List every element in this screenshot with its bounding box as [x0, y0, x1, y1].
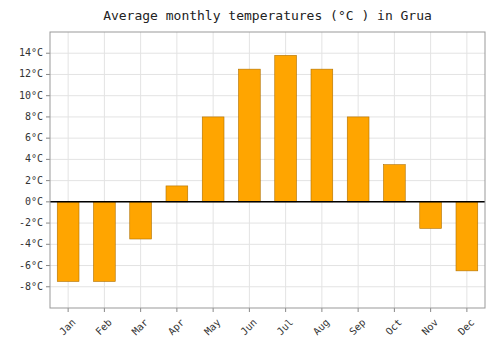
bar	[384, 165, 406, 202]
x-tick-label: Sep	[347, 317, 368, 338]
bar	[239, 69, 261, 202]
x-tick-label: Nov	[420, 317, 441, 338]
y-tick	[46, 265, 50, 266]
grid-line-y	[50, 286, 485, 287]
y-tick-label: 4°C	[25, 153, 43, 164]
bar	[347, 117, 369, 202]
grid-line-x	[430, 32, 431, 308]
x-tick-label: Jan	[57, 317, 78, 338]
bar	[166, 186, 188, 202]
x-tick-label: Aug	[311, 317, 332, 338]
grid-line-y	[50, 74, 485, 75]
x-tick	[321, 308, 322, 312]
x-tick	[285, 308, 286, 312]
y-tick	[46, 223, 50, 224]
chart: -8°C -6°C -4°C -2°C 0°C 2°C 4°C 6°C 8°C 10°C 12°C 1…	[0, 0, 500, 350]
x-tick	[68, 308, 69, 312]
y-tick-label: 8°C	[25, 111, 43, 122]
axes: -8°C -6°C -4°C -2°C 0°C 2°C 4°C 6°C 8°C 10°C 12°C 1…	[19, 47, 476, 337]
x-tick	[249, 308, 250, 312]
title: Average monthly temperatures (°C ) in Gr…	[103, 8, 432, 23]
x-tick-label: Mar	[130, 317, 151, 338]
grid-line-y	[50, 95, 485, 96]
x-tick	[140, 308, 141, 312]
x-tick-label: Feb	[93, 317, 114, 338]
y-tick-label: -2°C	[19, 217, 43, 228]
grid-line-y	[50, 116, 485, 117]
plot-frame	[50, 32, 485, 308]
grid-line-x	[176, 32, 177, 308]
grid	[50, 32, 485, 308]
x-tick-label: Jul	[275, 317, 296, 338]
y-tick-label: -6°C	[19, 260, 43, 271]
grid-line-y	[50, 53, 485, 54]
bar	[94, 202, 116, 282]
y-tick-label: -8°C	[19, 281, 43, 292]
y-tick	[46, 201, 50, 202]
grid-line-y	[50, 180, 485, 181]
y-tick	[46, 138, 50, 139]
x-tick	[394, 308, 395, 312]
x-tick	[176, 308, 177, 312]
x-tick	[104, 308, 105, 312]
y-tick-label: 2°C	[25, 175, 43, 186]
chart-container: -8°C -6°C -4°C -2°C 0°C 2°C 4°C 6°C 8°C 10°C 12°C 1…	[0, 0, 500, 350]
y-tick	[46, 95, 50, 96]
bar	[57, 202, 79, 282]
x-tick	[358, 308, 359, 312]
bar	[130, 202, 152, 239]
y-tick	[46, 116, 50, 117]
bar	[420, 202, 442, 229]
x-tick	[466, 308, 467, 312]
grid-line-y	[50, 138, 485, 139]
x-tick-label: Dec	[456, 317, 477, 338]
grid-line-x	[140, 32, 141, 308]
y-tick-label: 6°C	[25, 132, 43, 143]
bars	[57, 55, 478, 281]
x-tick-label: May	[202, 317, 223, 338]
y-tick-label: 10°C	[19, 90, 43, 101]
x-tick-label: Apr	[166, 317, 187, 338]
grid-line-y	[50, 201, 485, 202]
y-tick	[46, 53, 50, 54]
bar	[311, 69, 333, 202]
y-tick-label: 12°C	[19, 68, 43, 79]
bar	[275, 55, 297, 201]
grid-line-y	[50, 159, 485, 160]
x-tick-label: Oct	[383, 317, 404, 338]
x-tick	[213, 308, 214, 312]
bar	[456, 202, 478, 271]
y-tick-label: 14°C	[19, 47, 43, 58]
y-tick	[46, 159, 50, 160]
y-tick	[46, 180, 50, 181]
y-tick	[46, 74, 50, 75]
x-tick-label: Jun	[238, 317, 259, 338]
x-tick	[430, 308, 431, 312]
bar	[202, 117, 224, 202]
y-tick	[46, 286, 50, 287]
y-tick-label: 0°C	[25, 196, 43, 207]
y-tick-label: -4°C	[19, 238, 43, 249]
zero-line	[50, 201, 485, 203]
y-tick	[46, 244, 50, 245]
